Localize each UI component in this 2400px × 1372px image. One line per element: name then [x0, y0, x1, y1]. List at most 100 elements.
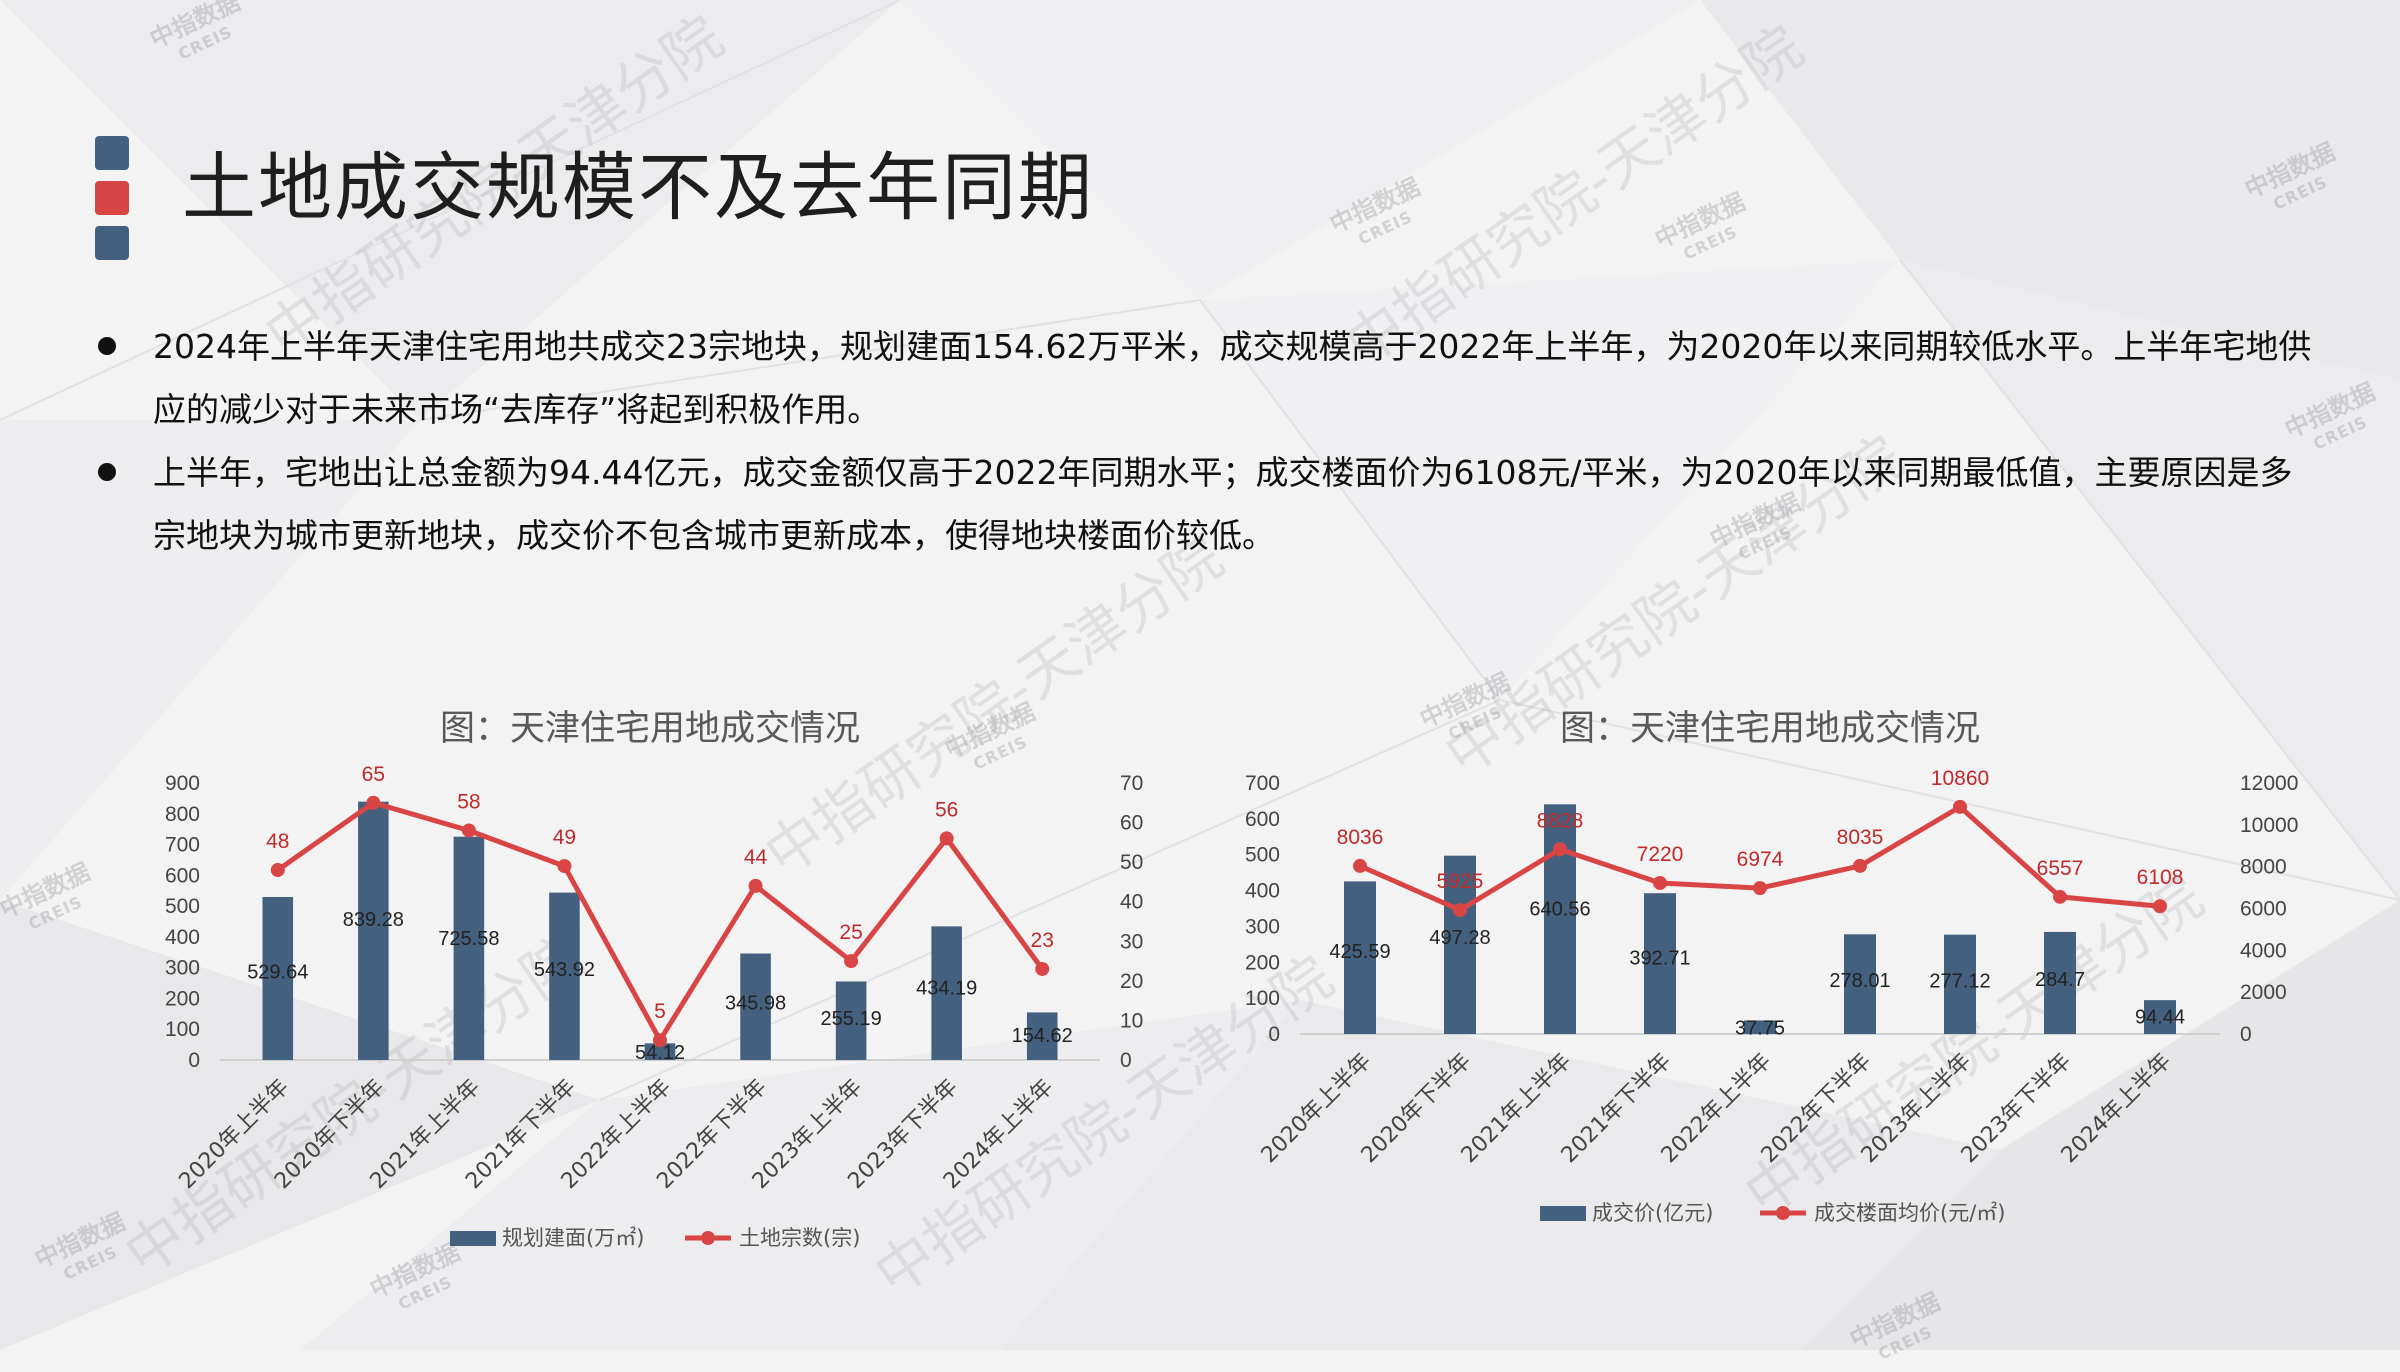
line-data-label: 8036	[1337, 826, 1384, 849]
line-data-label: 10860	[1931, 767, 1989, 790]
bar	[835, 981, 867, 1060]
y-tick-right: 40	[1120, 891, 1143, 914]
line-data-label: 7220	[1637, 843, 1684, 866]
line-point	[748, 878, 763, 893]
bar	[1026, 1012, 1058, 1060]
y-tick-left: 0	[188, 1049, 200, 1072]
line-point	[366, 795, 381, 810]
y-tick-left: 200	[1245, 951, 1280, 974]
y-tick-left: 400	[1245, 880, 1280, 903]
y-tick-right: 30	[1120, 930, 1143, 953]
y-tick-left: 900	[165, 772, 200, 795]
bullet-item: 上半年，宅地出让总金额为94.44亿元，成交金额仅高于2022年同期水平；成交楼…	[95, 441, 2325, 567]
line-point	[939, 831, 954, 846]
y-tick-left: 600	[165, 864, 200, 887]
y-tick-left: 500	[1245, 844, 1280, 867]
line-point	[653, 1033, 667, 1048]
bar-data-label: 392.71	[1629, 948, 1690, 970]
bar-data-label: 640.56	[1529, 899, 1590, 921]
line-point	[2053, 889, 2067, 904]
y-tick-right: 60	[1120, 812, 1143, 835]
y-tick-right: 10	[1120, 1009, 1143, 1032]
bar-data-label: 255.19	[821, 1008, 882, 1030]
line-point	[270, 863, 285, 878]
y-tick-left: 800	[165, 803, 200, 826]
y-tick-right: 20	[1120, 970, 1143, 993]
bar	[1944, 934, 1976, 1034]
legend-line-marker	[701, 1231, 715, 1245]
bullet-list: 2024年上半年天津住宅用地共成交23宗地块，规划建面154.62万平米，成交规…	[95, 315, 2325, 567]
bar-data-label: 345.98	[725, 992, 786, 1014]
y-tick-left: 100	[1245, 987, 1280, 1010]
line-point	[844, 954, 859, 969]
line-point	[1453, 903, 1467, 918]
bar-data-label: 425.59	[1329, 941, 1390, 963]
legend-bar-label: 成交价(亿元)	[1592, 1201, 1713, 1225]
bar	[2144, 1000, 2176, 1034]
line-point	[1035, 961, 1050, 976]
bar	[2044, 931, 2076, 1034]
bar	[740, 953, 771, 1060]
y-tick-right: 4000	[2240, 939, 2287, 962]
bar	[1744, 1020, 1776, 1034]
bar	[1444, 855, 1476, 1034]
line-data-label: 48	[266, 830, 289, 853]
bullet-dot-icon	[98, 337, 116, 355]
bar	[262, 896, 294, 1060]
bar-data-label: 725.58	[438, 928, 499, 950]
line-data-label: 8828	[1537, 809, 1584, 832]
line-data-label: 6557	[2037, 857, 2084, 880]
legend-line-label: 土地宗数(宗)	[739, 1226, 860, 1250]
y-tick-right: 70	[1120, 772, 1143, 795]
bar-data-label: 278.01	[1829, 970, 1890, 992]
legend-bar-swatch	[450, 1231, 496, 1246]
line-data-label: 8035	[1837, 826, 1884, 849]
chart-title-area: 图：天津住宅用地成交情况	[439, 709, 860, 749]
line-point	[557, 859, 572, 874]
bar-data-label: 54.12	[635, 1042, 685, 1064]
y-tick-left: 400	[165, 926, 200, 949]
y-tick-left: 700	[165, 834, 200, 857]
page-title: 土地成交规模不及去年同期	[182, 145, 1094, 231]
line-point	[1553, 842, 1567, 857]
y-tick-right: 0	[1120, 1049, 1132, 1072]
y-tick-right: 0	[2240, 1023, 2252, 1046]
title-marker-top	[95, 136, 129, 170]
bar	[931, 926, 962, 1060]
bullet-text: 2024年上半年天津住宅用地共成交23宗地块，规划建面154.62万平米，成交规…	[153, 327, 2312, 429]
bar	[644, 1043, 676, 1060]
bar	[358, 801, 389, 1060]
bar-data-label: 543.92	[534, 959, 595, 981]
bar-data-label: 277.12	[1929, 970, 1990, 992]
bar	[1644, 893, 1676, 1034]
bar-data-label: 839.28	[343, 909, 404, 931]
y-tick-left: 600	[1245, 808, 1280, 831]
bar-data-label: 94.44	[2135, 1006, 2185, 1028]
bar-data-label: 497.28	[1429, 927, 1490, 949]
bar-data-label: 434.19	[916, 978, 977, 1000]
bullet-item: 2024年上半年天津住宅用地共成交23宗地块，规划建面154.62万平米，成交规…	[95, 315, 2325, 441]
legend-bar-label: 规划建面(万㎡)	[502, 1226, 644, 1250]
chart-title-price: 图：天津住宅用地成交情况	[1559, 709, 1980, 749]
line-data-label: 5925	[1437, 870, 1484, 893]
y-tick-right: 12000	[2240, 772, 2298, 795]
y-tick-left: 700	[1245, 772, 1280, 795]
line-point	[1353, 858, 1367, 873]
line-data-label: 56	[935, 798, 958, 821]
bar	[549, 892, 580, 1060]
y-tick-left: 200	[165, 987, 200, 1010]
y-tick-left: 100	[165, 1018, 200, 1041]
line-data-label: 49	[553, 826, 576, 849]
y-tick-left: 300	[165, 957, 200, 980]
line-data-label: 44	[744, 846, 768, 869]
bullet-text: 上半年，宅地出让总金额为94.44亿元，成交金额仅高于2022年同期水平；成交楼…	[153, 453, 2293, 555]
line-data-label: 58	[457, 790, 480, 813]
line-data-label: 5	[654, 1000, 666, 1023]
bar-data-label: 37.75	[1735, 1018, 1785, 1040]
y-tick-left: 300	[1245, 915, 1280, 938]
line-data-label: 23	[1031, 929, 1054, 952]
legend-line-label: 成交楼面均价(元/㎡)	[1814, 1201, 2005, 1225]
line-data-label: 6108	[2137, 866, 2184, 889]
